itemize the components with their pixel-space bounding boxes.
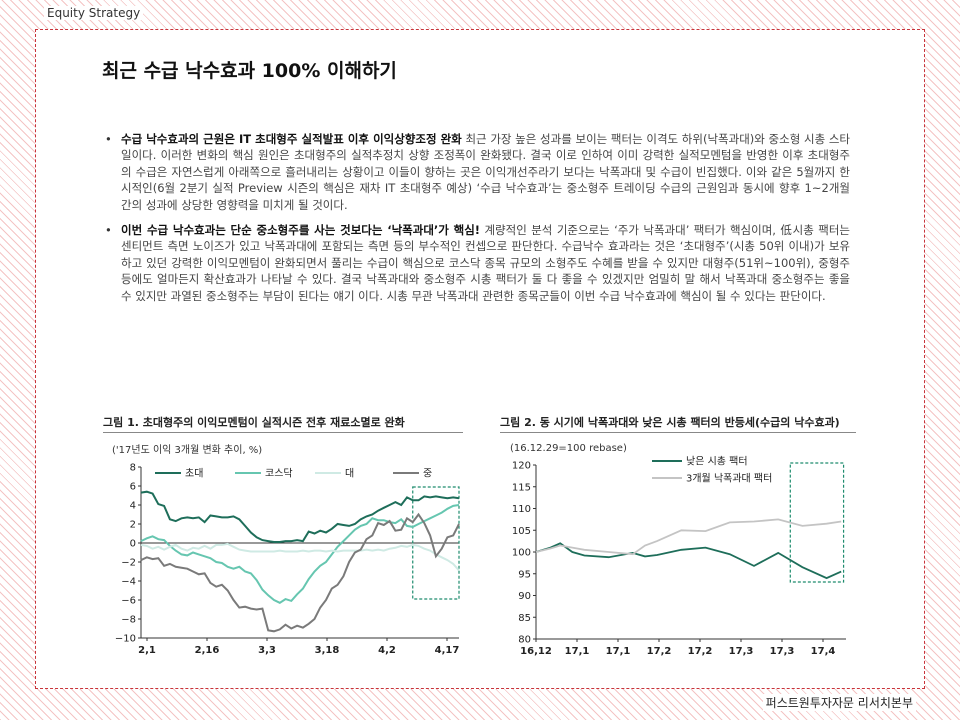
bullet-list: 수급 낙수효과의 근원은 IT 초대형주 실적발표 이후 이익상향조정 완화 최…	[105, 131, 850, 313]
fig1-xtick-label: 3,3	[258, 645, 276, 656]
fig2-ytick-label: 115	[512, 482, 531, 493]
bullet-item-2: 이번 수급 낙수효과는 단순 중소형주를 사는 것보다는 ‘낙폭과대’가 핵심!…	[105, 222, 850, 304]
fig1-ytick-label: −4	[121, 577, 136, 588]
bullet-2-heading: 이번 수급 낙수효과는 단순 중소형주를 사는 것보다는 ‘낙폭과대’가 핵심!	[121, 223, 481, 238]
fig2-xtick-label: 17,2	[647, 646, 672, 657]
figure-2-rule	[500, 432, 856, 433]
bullet-1-heading: 수급 낙수효과의 근원은 IT 초대형주 실적발표 이후 이익상향조정 완화	[121, 132, 462, 146]
fig1-xtick-label: 2,16	[195, 645, 220, 656]
bullet-2-body: 계량적인 분석 기준으로는 ‘주가 낙폭과대’ 팩터가 핵심이며, 低시총 팩터…	[121, 223, 850, 303]
fig2-ytick-label: 90	[518, 591, 531, 602]
section-tag: Equity Strategy	[44, 6, 144, 20]
fig2-xtick-label: 17,1	[606, 646, 631, 657]
fig1-ytick-label: 4	[130, 501, 136, 512]
fig1-ytick-label: −6	[121, 596, 136, 607]
fig2-xtick-label: 17,3	[770, 646, 795, 657]
fig2-ytick-label: 95	[518, 569, 531, 580]
fig1-legend-label-3: 대	[345, 468, 354, 480]
figure-1-title: 그림 1. 초대형주의 이익모멘텀이 실적시즌 전후 재료소멸로 완화	[103, 416, 405, 429]
fig2-xtick-label: 17,1	[565, 646, 590, 657]
fig1-ytick-label: 8	[130, 463, 136, 474]
fig1-series-line-3	[140, 542, 460, 572]
fig2-legend-label-1: 낮은 시총 팩터	[686, 456, 748, 468]
fig2-ytick-label: 80	[518, 635, 531, 646]
fig2-ytick-label: 100	[512, 548, 531, 559]
fig1-ytick-label: −10	[115, 634, 136, 645]
figure-1-subtitle: ('17년도 이익 3개월 변화 추이, %)	[112, 445, 263, 456]
fig1-ytick-label: 2	[130, 520, 136, 531]
fig2-legend-label-2: 3개월 낙폭과대 팩터	[686, 473, 772, 485]
fig1-highlight-box	[412, 486, 460, 600]
fig1-legend-label-2: 코스닥	[265, 468, 293, 480]
bullet-item-1: 수급 낙수효과의 근원은 IT 초대형주 실적발표 이후 이익상향조정 완화 최…	[105, 131, 850, 213]
fig2-xtick-label: 17,3	[729, 646, 754, 657]
fig1-xtick-label: 4,17	[435, 645, 460, 656]
fig2-ytick-label: 120	[512, 461, 531, 472]
fig1-series-line-1	[140, 490, 460, 543]
fig2-ytick-label: 110	[512, 504, 531, 515]
fig2-xtick-label: 16,12	[520, 646, 552, 657]
fig1-ytick-label: −8	[121, 615, 136, 626]
page-title: 최근 수급 낙수효과 100% 이해하기	[102, 60, 397, 82]
fig1-xtick-label: 2,1	[138, 645, 156, 656]
fig1-series-line-2	[140, 504, 460, 604]
fig1-xtick-label: 3,18	[315, 645, 340, 656]
figure-1-rule	[103, 432, 463, 433]
fig2-xtick-label: 17,2	[688, 646, 713, 657]
footer-brand: 퍼스트원투자자문 리서치본부	[762, 694, 916, 711]
figure-2-subtitle: (16.12.29=100 rebase)	[510, 443, 627, 454]
fig2-series-line-1	[535, 542, 842, 580]
fig2-ytick-label: 105	[512, 526, 531, 537]
fig1-ytick-label: 0	[130, 539, 136, 550]
fig1-ytick-label: −2	[121, 558, 136, 569]
fig1-ytick-label: 6	[130, 482, 136, 493]
figure-2-title: 그림 2. 동 시기에 낙폭과대와 낮은 시총 팩터의 반등세(수급의 낙수효과…	[500, 416, 840, 429]
figure-1-chart: 8 6 4 2 0 −2 −4 −6 −8 −102,1 2,16 3,3 3,18 4,2 4,17 초대 코…	[115, 463, 460, 656]
fig1-legend-label-4: 중	[423, 468, 432, 480]
fig1-series-line-4	[140, 512, 460, 633]
fig2-series-line-2	[535, 518, 842, 556]
bullet-1-body: 최근 가장 높은 성과를 보이는 팩터는 이격도 하위(낙폭과대)와 중소형 시…	[121, 132, 851, 212]
fig2-xtick-label: 17,4	[811, 646, 836, 657]
fig1-legend-label-1: 초대	[185, 468, 203, 480]
fig2-ytick-label: 85	[518, 613, 531, 624]
fig1-xtick-label: 4,2	[378, 645, 396, 656]
